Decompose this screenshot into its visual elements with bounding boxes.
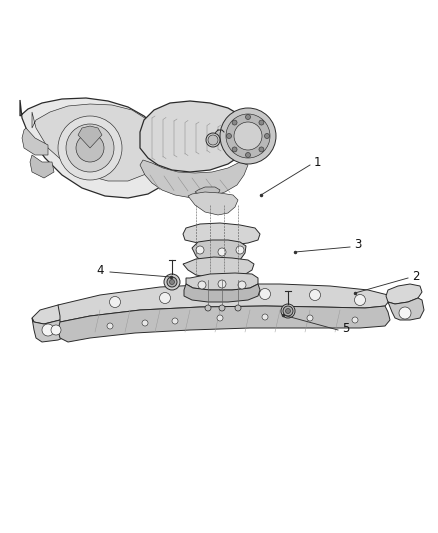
Polygon shape [184,284,260,302]
Text: 4: 4 [96,263,103,277]
Circle shape [283,306,293,316]
Circle shape [51,325,61,335]
Circle shape [238,281,246,289]
Circle shape [110,296,120,308]
Circle shape [220,108,276,164]
Circle shape [66,124,114,172]
Text: 2: 2 [412,270,420,282]
Circle shape [232,147,237,152]
Circle shape [209,289,220,301]
Polygon shape [186,273,258,290]
Polygon shape [58,284,390,322]
Polygon shape [192,240,246,267]
Circle shape [167,277,177,287]
Circle shape [354,295,365,305]
Circle shape [206,133,220,147]
Circle shape [234,122,262,150]
Circle shape [246,152,251,157]
Polygon shape [30,155,54,178]
Circle shape [172,318,178,324]
Circle shape [198,281,206,289]
Text: 1: 1 [314,157,321,169]
Circle shape [58,116,122,180]
Circle shape [76,134,104,162]
Circle shape [399,307,411,319]
Circle shape [262,314,268,320]
Polygon shape [58,306,390,342]
Circle shape [310,289,321,301]
Circle shape [352,317,358,323]
Circle shape [259,147,264,152]
Polygon shape [188,192,238,215]
Circle shape [265,133,269,139]
Circle shape [205,305,211,311]
Circle shape [208,135,218,145]
Polygon shape [140,160,248,198]
Polygon shape [388,298,424,320]
Circle shape [307,315,313,321]
Polygon shape [386,284,422,304]
Circle shape [42,324,54,336]
Polygon shape [32,305,70,324]
Polygon shape [32,104,162,181]
Polygon shape [32,318,70,342]
Polygon shape [78,126,102,148]
Polygon shape [22,128,48,155]
Circle shape [218,248,226,256]
Circle shape [196,246,204,254]
Circle shape [286,309,290,313]
Polygon shape [195,187,220,196]
Circle shape [219,305,225,311]
Circle shape [142,320,148,326]
Text: 5: 5 [342,321,350,335]
Circle shape [235,305,241,311]
Polygon shape [20,98,172,198]
Polygon shape [183,257,254,278]
Circle shape [217,315,223,321]
Circle shape [218,280,226,288]
Circle shape [236,246,244,254]
Polygon shape [140,101,250,172]
Circle shape [259,288,271,300]
Circle shape [170,279,174,285]
Circle shape [107,323,113,329]
Circle shape [226,133,232,139]
Circle shape [281,304,295,318]
Circle shape [159,293,170,303]
Polygon shape [183,223,260,245]
Circle shape [164,274,180,290]
Circle shape [246,115,251,119]
Circle shape [232,120,237,125]
Circle shape [226,114,270,158]
Circle shape [259,120,264,125]
Text: 3: 3 [354,238,361,252]
